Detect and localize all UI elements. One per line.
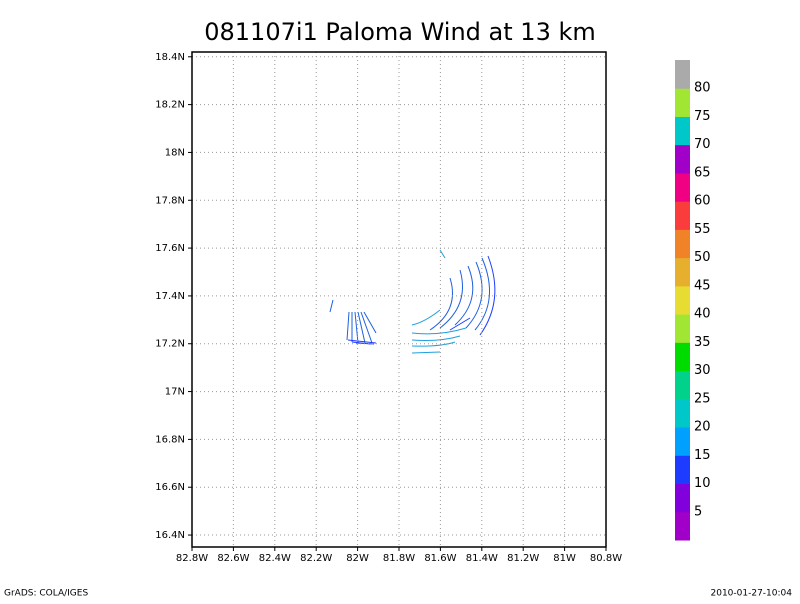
colorbar-label: 45 xyxy=(694,278,711,293)
colorbar-segment xyxy=(675,483,690,513)
colorbar-segment xyxy=(675,398,690,428)
colorbar-segment xyxy=(675,455,690,485)
chart-title: 081107i1 Paloma Wind at 13 km xyxy=(204,18,596,46)
streamlines xyxy=(329,249,496,354)
colorbar-label: 5 xyxy=(694,504,702,519)
y-tick-label: 17N xyxy=(165,387,185,398)
x-tick-label: 82.6W xyxy=(217,553,249,564)
colorbar-segment xyxy=(675,370,690,400)
colorbar-segment xyxy=(675,88,690,117)
y-tick-label: 16.6N xyxy=(155,482,185,493)
x-tick-label: 81.4W xyxy=(466,553,498,564)
colorbar-segment xyxy=(675,314,690,343)
colorbar-segment xyxy=(675,116,690,146)
colorbar-segment xyxy=(675,229,690,259)
colorbar-label: 65 xyxy=(694,165,711,180)
colorbar-segment xyxy=(675,511,690,541)
colorbar-label: 80 xyxy=(694,81,711,96)
y-tick-label: 17.8N xyxy=(155,195,185,206)
x-tick-label: 82.8W xyxy=(176,553,208,564)
y-tick-label: 18.2N xyxy=(155,100,185,111)
colorbar-segment xyxy=(675,60,690,89)
colorbar-segment xyxy=(675,285,690,315)
y-tick-label: 17.4N xyxy=(155,291,185,302)
x-tick-label: 81W xyxy=(553,553,576,564)
colorbar-label: 50 xyxy=(694,250,711,265)
colorbar-segment xyxy=(675,342,690,372)
colorbar-label: 75 xyxy=(694,109,711,124)
colorbar-label: 60 xyxy=(694,194,711,209)
footer-left: GrADS: COLA/IGES xyxy=(4,589,88,599)
colorbar-label: 30 xyxy=(694,363,711,378)
colorbar-segment xyxy=(675,172,690,202)
colorbar: 5 10 15 20 25 30 35 40 45 50 55 60 65 70 75 80 xyxy=(675,60,711,541)
x-tick-label: 80.8W xyxy=(590,553,622,564)
plot-frame xyxy=(191,51,607,548)
colorbar-segment xyxy=(675,144,690,174)
y-tick-label: 16.8N xyxy=(155,434,185,445)
colorbar-label: 20 xyxy=(694,420,711,435)
colorbar-label: 70 xyxy=(694,137,711,152)
y-tick-label: 18N xyxy=(165,147,185,158)
colorbar-label: 10 xyxy=(694,476,711,491)
colorbar-segment xyxy=(675,257,690,287)
colorbar-label: 25 xyxy=(694,391,711,406)
colorbar-segment xyxy=(675,427,690,456)
x-tick-label: 81.8W xyxy=(383,553,415,564)
colorbar-segment xyxy=(675,201,690,230)
y-tick-label: 16.4N xyxy=(155,530,185,541)
y-tick-label: 17.6N xyxy=(155,243,185,254)
x-tick-label: 82.4W xyxy=(259,553,291,564)
footer-right: 2010-01-27-10:04 xyxy=(711,589,793,599)
colorbar-label: 55 xyxy=(694,222,711,237)
colorbar-label: 40 xyxy=(694,307,711,322)
colorbar-label: 35 xyxy=(694,335,711,350)
x-tick-label: 81.6W xyxy=(424,553,456,564)
colorbar-label: 15 xyxy=(694,448,711,463)
x-tick-label: 82W xyxy=(346,553,369,564)
x-tick-label: 82.2W xyxy=(300,553,332,564)
y-tick-label: 17.2N xyxy=(155,339,185,350)
y-tick-label: 18.4N xyxy=(155,52,185,63)
x-tick-label: 81.2W xyxy=(507,553,539,564)
